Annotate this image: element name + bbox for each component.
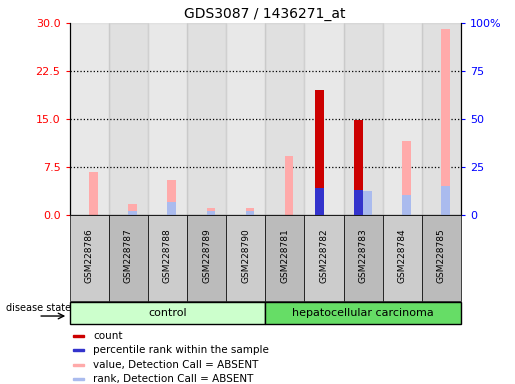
Text: GSM228788: GSM228788 [163,228,172,283]
Bar [354,190,363,215]
Bar [265,23,304,215]
Bar [441,30,450,215]
Bar [74,364,83,366]
Bar [74,335,83,337]
Bar [74,349,83,351]
Bar [315,188,324,215]
Text: count: count [93,331,123,341]
Bar [363,191,372,215]
Bar [402,195,411,215]
Title: GDS3087 / 1436271_at: GDS3087 / 1436271_at [184,7,346,21]
Bar [167,202,176,215]
Text: value, Detection Call = ABSENT: value, Detection Call = ABSENT [93,359,259,369]
Bar [422,23,461,215]
Bar [187,23,226,215]
Text: GSM228790: GSM228790 [241,228,250,283]
Bar [226,215,265,301]
Bar [304,23,344,215]
Bar [70,23,109,215]
Bar [285,156,294,215]
Text: GSM228789: GSM228789 [202,228,211,283]
Bar [304,215,344,301]
Text: hepatocellular carcinoma: hepatocellular carcinoma [292,308,434,318]
Bar [70,215,109,301]
Bar [265,302,461,324]
Bar [383,215,422,301]
Text: GSM228781: GSM228781 [280,228,289,283]
Bar [109,215,148,301]
Text: GSM228783: GSM228783 [358,228,368,283]
Bar [383,23,422,215]
Bar [70,302,265,324]
Text: rank, Detection Call = ABSENT: rank, Detection Call = ABSENT [93,374,254,384]
Bar [246,208,254,215]
Bar [441,186,450,215]
Bar [344,215,383,301]
Bar [246,211,254,215]
Bar [128,211,137,215]
Bar [265,215,304,301]
Text: GSM228785: GSM228785 [437,228,446,283]
Bar [402,141,411,215]
Bar [109,23,148,215]
Bar [315,90,324,215]
Bar [74,378,83,380]
Bar [148,215,187,301]
Bar [422,215,461,301]
Text: GSM228786: GSM228786 [84,228,94,283]
Bar [128,204,137,215]
Text: GSM228787: GSM228787 [124,228,133,283]
Text: GSM228782: GSM228782 [319,228,329,283]
Bar [167,180,176,215]
Text: GSM228784: GSM228784 [398,228,407,283]
Bar [187,215,226,301]
Bar [89,172,98,215]
Bar [148,23,187,215]
Bar [207,208,215,215]
Bar [344,23,383,215]
Text: percentile rank within the sample: percentile rank within the sample [93,345,269,355]
Text: disease state: disease state [6,303,71,313]
Bar [207,211,215,215]
Text: control: control [148,308,186,318]
Bar [354,120,363,215]
Bar [226,23,265,215]
